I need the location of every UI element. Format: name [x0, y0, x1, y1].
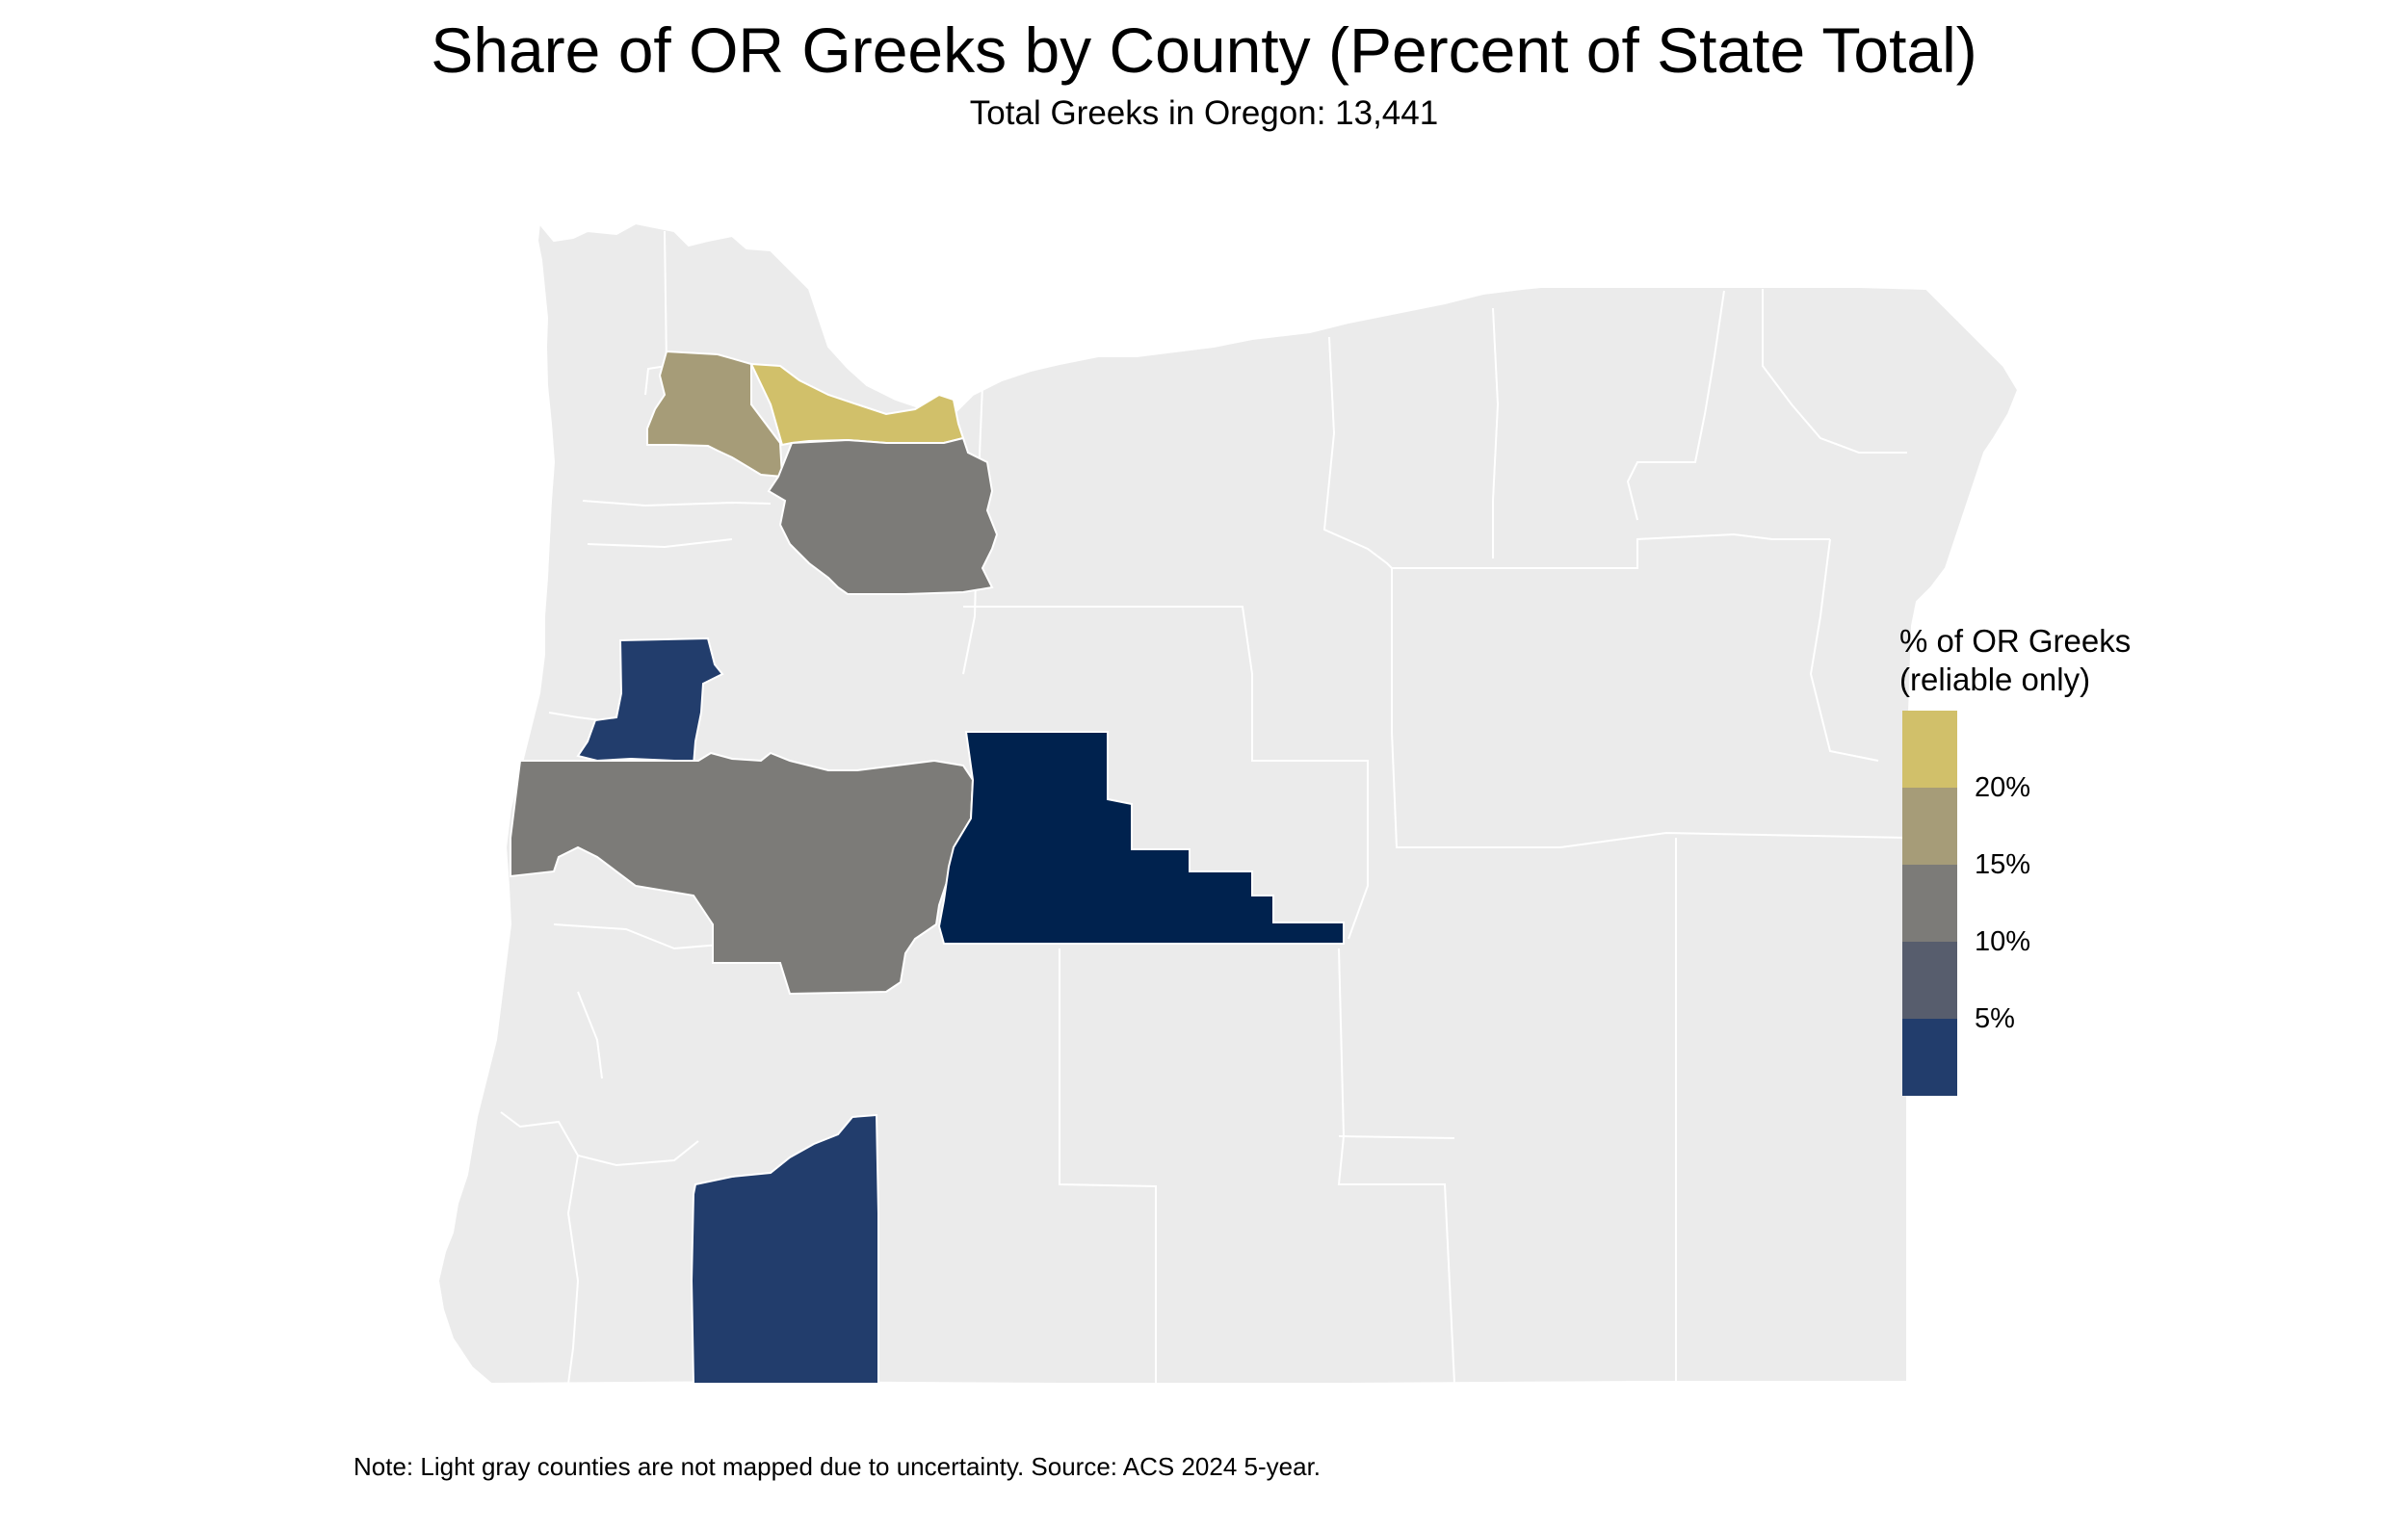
legend-title: % of OR Greeks (reliable only) [1899, 622, 2131, 699]
county-clackamas [767, 436, 999, 595]
legend-tick-10: 10% [1975, 926, 2031, 957]
map-subtitle: Total Greeks in Oregon: 13,441 [969, 94, 1439, 132]
legend-title-line1: % of OR Greeks [1899, 623, 2132, 659]
county-lane [510, 751, 975, 996]
legend-tick-20: 20% [1975, 772, 2031, 803]
legend-bin-20plus [1902, 711, 1957, 788]
county-washington [646, 350, 784, 479]
map-title: Share of OR Greeks by County (Percent of… [431, 14, 1977, 86]
source-note: Note: Light gray counties are not mapped… [353, 1452, 1322, 1481]
legend-bin-15-20 [1902, 788, 1957, 865]
legend-tick-5: 5% [1975, 1003, 2015, 1034]
legend-title-line2: (reliable only) [1899, 662, 2091, 697]
legend-bin-5-10 [1902, 942, 1957, 1019]
county-jackson [690, 1113, 879, 1385]
legend-bin-10-15 [1902, 865, 1957, 942]
legend-bin-0-5 [1902, 1019, 1957, 1096]
legend-tick-15: 15% [1975, 849, 2031, 880]
county-deschutes [937, 731, 1345, 945]
legend-colorbar [1902, 711, 1957, 1096]
